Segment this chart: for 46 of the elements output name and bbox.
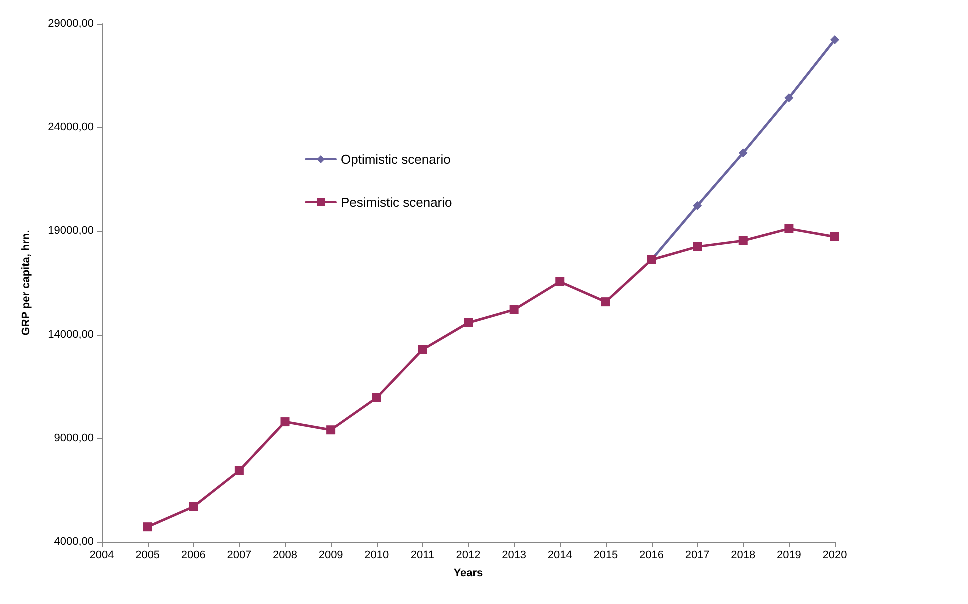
x-axis-title: Years [454, 568, 484, 580]
x-tick-label: 2015 [594, 550, 618, 562]
point [143, 522, 152, 532]
point [326, 426, 336, 435]
x-tick-label: 2012 [456, 550, 481, 562]
x-tick-label: 2010 [364, 550, 390, 562]
x-tick-label: 2006 [181, 550, 206, 562]
y-tick-label: 14000,00 [48, 328, 94, 341]
point [418, 345, 428, 354]
point [784, 224, 794, 234]
point [510, 305, 519, 314]
x-tick-label: 2014 [548, 550, 572, 562]
x-tick-label: 2018 [731, 550, 756, 562]
point [556, 277, 565, 286]
y-tick-label: 4000,00 [54, 536, 94, 548]
x-tick-label: 2013 [502, 550, 527, 562]
y-tick-label: 19000,00 [48, 225, 94, 238]
x-tick-label: 2016 [640, 550, 664, 562]
legend-label: Pesimistic scenario [341, 195, 452, 210]
point [693, 201, 702, 210]
x-tick-label: 2019 [776, 550, 802, 562]
point [372, 393, 382, 402]
x-tick-label: 2007 [227, 550, 252, 562]
point [738, 148, 748, 158]
x-tick-label: 2005 [136, 550, 160, 562]
point [830, 232, 840, 242]
point [738, 236, 748, 246]
point [601, 298, 610, 307]
x-tick-label: 2008 [273, 550, 298, 562]
x-tick-label: 2020 [822, 550, 848, 562]
y-tick-label: 9000,00 [54, 432, 94, 444]
x-tick-label: 2004 [90, 550, 114, 562]
point [189, 502, 198, 512]
y-tick-label: 29000,00 [48, 18, 94, 30]
point [464, 318, 473, 328]
y-axis-title: GRP per capita, hrn. [20, 230, 32, 336]
point [830, 35, 840, 44]
point [280, 418, 290, 427]
legend-label: Optimistic scenario [341, 152, 451, 167]
point [784, 93, 794, 102]
y-tick-label: 24000,00 [48, 122, 94, 134]
x-tick-label: 2017 [685, 550, 710, 562]
x-tick-label: 2009 [318, 550, 344, 562]
x-tick-label: 2011 [410, 550, 435, 562]
point [234, 466, 244, 476]
point [693, 242, 702, 252]
